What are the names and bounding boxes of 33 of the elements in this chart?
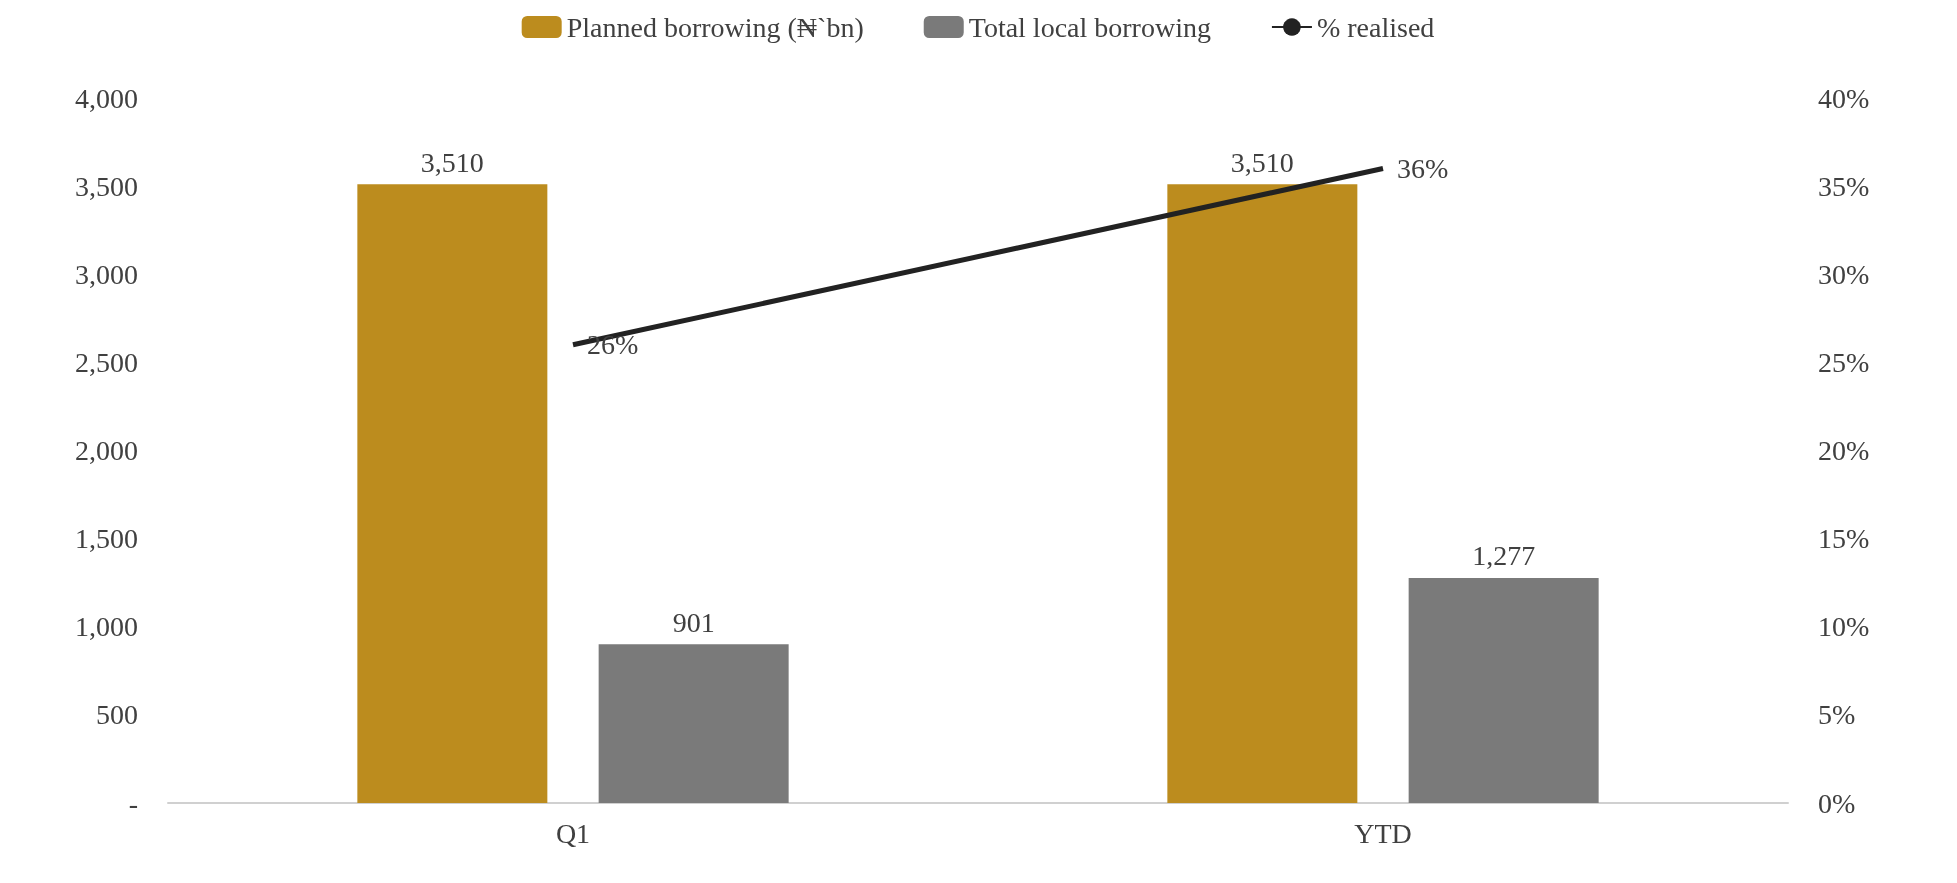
y2-tick-label: 35% [1818, 170, 1870, 202]
y2-tick-label: 10% [1818, 611, 1870, 643]
y-tick-label: 4,000 [75, 82, 138, 114]
y-tick-label: - [128, 787, 138, 819]
legend-label: Total local borrowing [968, 11, 1211, 43]
y2-tick-label: 5% [1818, 699, 1856, 731]
legend-label: % realised [1316, 11, 1435, 43]
y-tick-label: 1,000 [75, 611, 138, 643]
x-tick-label: Q1 [555, 817, 591, 849]
y-tick-label: 1,500 [75, 523, 138, 555]
y-tick-label: 3,500 [75, 170, 138, 202]
y-tick-label: 500 [96, 699, 138, 731]
bar [598, 644, 789, 803]
bar [1408, 577, 1599, 803]
data-label: 26% [587, 329, 639, 361]
bar [357, 184, 548, 803]
data-label: 1,277 [1472, 540, 1536, 572]
y2-tick-label: 30% [1818, 258, 1870, 290]
y2-tick-label: 25% [1818, 346, 1870, 378]
data-label: 901 [672, 606, 715, 638]
data-label: 36% [1397, 153, 1449, 184]
y-tick-label: 2,500 [75, 346, 138, 378]
y2-tick-label: 40% [1818, 82, 1870, 114]
legend-label: Planned borrowing (₦`bn) [566, 11, 864, 43]
data-label: 3,510 [420, 146, 484, 178]
data-label: 3,510 [1230, 146, 1294, 178]
y-tick-label: 2,000 [75, 435, 138, 466]
y2-tick-label: 0% [1818, 787, 1856, 819]
y2-tick-label: 15% [1818, 523, 1870, 555]
x-tick-label: YTD [1354, 817, 1412, 849]
bar [1167, 184, 1358, 803]
y-tick-label: 3,000 [75, 258, 138, 290]
y2-tick-label: 20% [1818, 435, 1870, 466]
